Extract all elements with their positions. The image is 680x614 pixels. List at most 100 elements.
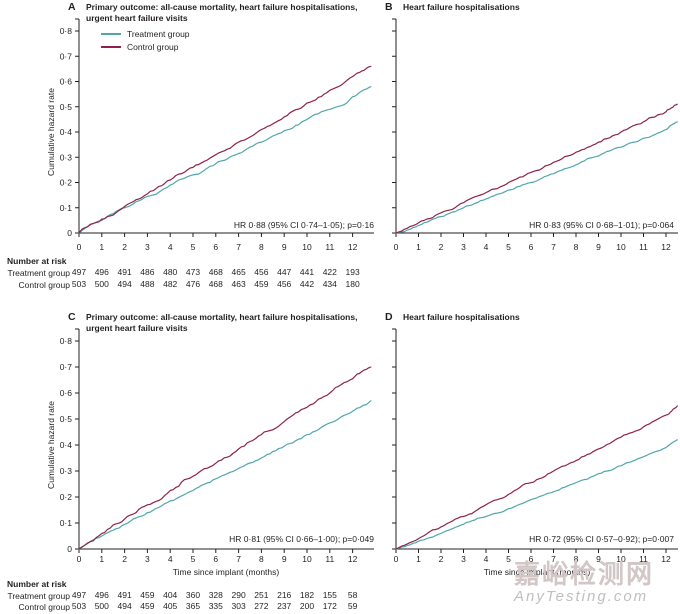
risk-value-C-treatment: 251 — [254, 590, 268, 600]
risk-value-C-control: 237 — [277, 601, 291, 611]
y-axis-label-row1: Cumulative hazard rate — [46, 88, 56, 176]
risk-value-A-treatment: 468 — [209, 267, 223, 277]
curve-B-control — [395, 103, 678, 234]
y-tick-label: 0·5 — [60, 414, 73, 424]
risk-value-C-treatment: 216 — [277, 590, 291, 600]
y-tick-label: 0·2 — [60, 178, 73, 188]
risk-value-C-treatment: 155 — [323, 590, 337, 600]
x-tick-label: 4 — [484, 554, 489, 564]
x-tick-label: 11 — [639, 242, 648, 252]
x-tick-label: 3 — [145, 554, 150, 564]
y-tick-label: 0·8 — [60, 336, 73, 346]
x-tick-label: 7 — [236, 242, 241, 252]
x-tick-label: 1 — [99, 554, 104, 564]
risk-row-label-treatment-row2: Treatment group — [7, 591, 70, 601]
x-tick-label: 7 — [236, 554, 241, 564]
watermark-url: AnyTesting.com — [514, 588, 649, 605]
risk-value-A-control: 482 — [163, 279, 177, 289]
risk-value-C-treatment: 459 — [140, 590, 154, 600]
risk-value-A-control: 468 — [209, 279, 223, 289]
curve-B-treatment — [395, 121, 678, 234]
panel-title-b: Heart failure hospitalisations — [403, 2, 520, 12]
x-tick-label: 10 — [302, 242, 312, 252]
risk-value-A-treatment: 497 — [72, 267, 86, 277]
risk-value-C-treatment: 496 — [95, 590, 109, 600]
risk-value-A-treatment: 447 — [277, 267, 291, 277]
risk-value-C-treatment: 182 — [300, 590, 314, 600]
x-tick-label: 5 — [191, 554, 196, 564]
risk-value-A-control: 494 — [118, 279, 132, 289]
risk-value-A-treatment: 480 — [163, 267, 177, 277]
y-tick-label: 0·7 — [60, 51, 73, 61]
risk-value-C-treatment: 497 — [72, 590, 86, 600]
curve-A-control — [78, 65, 372, 234]
x-tick-label: 12 — [348, 554, 358, 564]
x-tick-label: 12 — [348, 242, 358, 252]
y-tick-label: 0·3 — [60, 466, 73, 476]
x-tick-label: 0 — [77, 554, 82, 564]
hr-annotation-c: HR 0·81 (95% CI 0·66–1·00); p=0·049 — [229, 534, 374, 544]
watermark-chinese: 嘉峪检测网 — [514, 559, 655, 589]
x-tick-label: 6 — [529, 554, 534, 564]
x-tick-label: 4 — [484, 242, 489, 252]
legend-label-treatment: Treatment group — [127, 29, 190, 39]
risk-value-A-treatment: 465 — [232, 267, 246, 277]
hr-annotation-d: HR 0·72 (95% CI 0·57–0·92); p=0·007 — [529, 534, 674, 544]
y-tick-label: 0·8 — [60, 26, 73, 36]
treatment-line-swatch — [101, 32, 121, 36]
risk-value-C-control: 200 — [300, 601, 314, 611]
risk-value-A-control: 180 — [346, 279, 360, 289]
risk-value-C-treatment: 360 — [186, 590, 200, 600]
y-tick-label: 0·6 — [60, 77, 73, 87]
x-tick-label: 1 — [416, 554, 421, 564]
legend: Treatment group Control group — [101, 29, 190, 52]
x-tick-label: 3 — [145, 242, 150, 252]
risk-value-C-treatment: 58 — [348, 590, 358, 600]
risk-value-A-treatment: 486 — [140, 267, 154, 277]
curve-C-control — [78, 366, 372, 550]
x-tick-label: 4 — [168, 242, 173, 252]
risk-value-A-treatment: 193 — [346, 267, 360, 277]
curve-D-control — [395, 405, 678, 550]
risk-value-C-treatment: 328 — [209, 590, 223, 600]
number-at-risk-heading-row2: Number at risk — [7, 579, 67, 589]
x-tick-label: 2 — [439, 554, 444, 564]
y-tick-label: 0·5 — [60, 102, 73, 112]
panel-letter-c: C — [68, 311, 76, 323]
y-tick-label: 0·6 — [60, 388, 73, 398]
x-tick-label: 11 — [639, 554, 648, 564]
y-tick-label: 0·2 — [60, 492, 73, 502]
risk-value-C-control: 272 — [254, 601, 268, 611]
risk-value-C-control: 303 — [232, 601, 246, 611]
panel-letter-d: D — [385, 311, 393, 323]
x-tick-label: 7 — [551, 554, 556, 564]
risk-value-A-control: 488 — [140, 279, 154, 289]
x-tick-label: 9 — [282, 242, 287, 252]
risk-value-A-treatment: 422 — [323, 267, 337, 277]
x-tick-label: 8 — [259, 242, 264, 252]
x-tick-label: 11 — [325, 242, 334, 252]
y-axis-label-row2: Cumulative hazard rate — [46, 401, 56, 489]
x-tick-label: 1 — [416, 242, 421, 252]
x-tick-label: 6 — [213, 242, 218, 252]
x-tick-label: 2 — [122, 554, 127, 564]
risk-value-A-control: 442 — [300, 279, 314, 289]
x-tick-label: 8 — [259, 554, 264, 564]
risk-value-C-treatment: 491 — [118, 590, 132, 600]
risk-value-C-treatment: 404 — [163, 590, 177, 600]
number-at-risk-heading-row1: Number at risk — [7, 256, 67, 266]
risk-value-C-control: 494 — [118, 601, 132, 611]
risk-row-label-control-row2: Control group — [18, 602, 70, 612]
risk-value-C-control: 172 — [323, 601, 337, 611]
risk-value-A-control: 459 — [254, 279, 268, 289]
x-axis-label-d: Time since implant (months) — [483, 567, 591, 577]
x-tick-label: 4 — [168, 554, 173, 564]
risk-value-A-control: 500 — [95, 279, 109, 289]
hr-annotation-a: HR 0·88 (95% CI 0·74–1·05); p=0·16 — [233, 220, 374, 230]
y-tick-label: 0·4 — [60, 127, 73, 137]
risk-value-A-treatment: 473 — [186, 267, 200, 277]
x-tick-label: 12 — [661, 554, 671, 564]
y-tick-label: 0·7 — [60, 362, 73, 372]
